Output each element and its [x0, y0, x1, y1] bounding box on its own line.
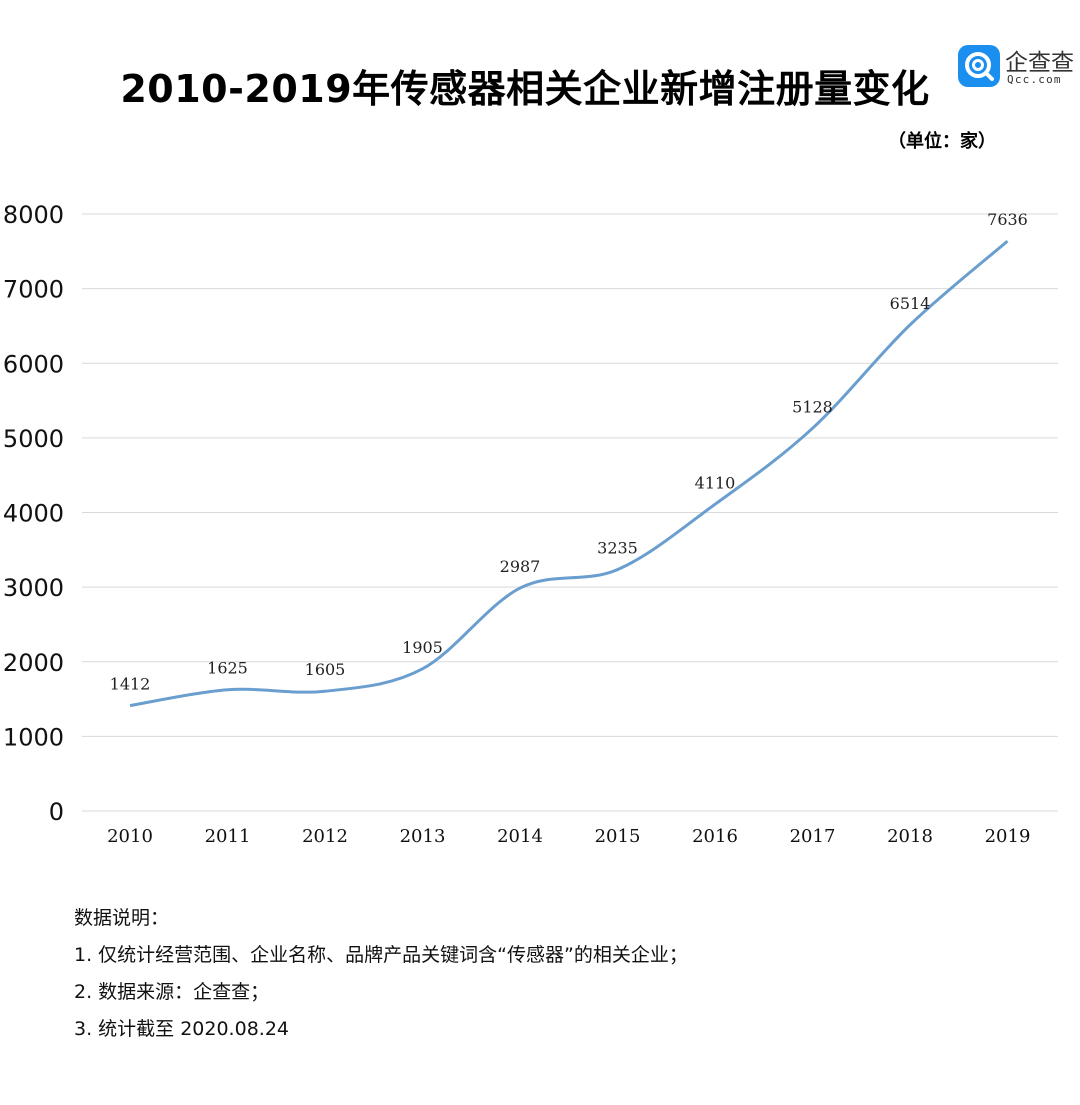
- x-tick-label: 2015: [595, 826, 641, 847]
- data-label: 4110: [695, 473, 736, 492]
- gridlines: [82, 213, 1058, 812]
- unit-label: （单位：家）: [888, 131, 996, 152]
- data-label: 1625: [207, 659, 248, 678]
- chart-title: 2010-2019年传感器相关企业新增注册量变化: [120, 67, 930, 111]
- qcc-logo: 企查查 Qcc.com: [958, 44, 1078, 88]
- y-tick-label: 0: [49, 798, 64, 826]
- data-notes: 数据说明： 1. 仅统计经营范围、企业名称、品牌产品关键词含“传感器”的相关企业…: [74, 900, 688, 1048]
- notes-heading: 数据说明：: [74, 907, 170, 929]
- x-tick-label: 2010: [107, 826, 153, 847]
- data-label: 2987: [500, 557, 541, 576]
- data-labels: 1412 1625 1605 1905 2987 3235 4110 5128 6514 7636: [110, 210, 1028, 693]
- y-tick-label: 3000: [3, 574, 64, 602]
- qcc-logo-icon: [958, 45, 1000, 87]
- notes-item-1: 1. 仅统计经营范围、企业名称、品牌产品关键词含“传感器”的相关企业；: [74, 944, 688, 966]
- y-tick-label: 5000: [3, 425, 64, 453]
- data-label: 1605: [305, 660, 346, 679]
- notes-item-2: 2. 数据来源：企查查；: [74, 981, 270, 1003]
- y-tick-label: 6000: [3, 350, 64, 378]
- logo-domain: Qcc.com: [1007, 73, 1062, 86]
- x-tick-label: 2013: [400, 826, 446, 847]
- data-label: 5128: [792, 397, 833, 416]
- data-label: 1412: [110, 675, 151, 694]
- data-label: 6514: [890, 294, 931, 313]
- x-tick-label: 2014: [497, 826, 543, 847]
- data-label: 3235: [597, 539, 638, 558]
- data-label: 7636: [987, 210, 1028, 229]
- x-tick-label: 2018: [887, 826, 933, 847]
- notes-item-3: 3. 统计截至 2020.08.24: [74, 1018, 289, 1040]
- series-line: [129, 240, 1009, 708]
- y-tick-label: 8000: [3, 201, 64, 229]
- y-tick-label: 1000: [3, 723, 64, 751]
- x-tick-label: 2016: [692, 826, 738, 847]
- x-tick-label: 2019: [985, 826, 1031, 847]
- x-tick-label: 2012: [302, 826, 348, 847]
- y-axis-ticks: 0 1000 2000 3000 4000 5000 6000 7000 8000: [3, 201, 64, 826]
- data-label: 1905: [402, 638, 443, 657]
- x-axis-ticks: 2010 2011 2012 2013 2014 2015 2016 2017 2018 2019: [107, 826, 1030, 847]
- y-tick-label: 2000: [3, 649, 64, 677]
- x-tick-label: 2017: [790, 826, 836, 847]
- x-tick-label: 2011: [205, 826, 251, 847]
- y-tick-label: 7000: [3, 276, 64, 304]
- y-tick-label: 4000: [3, 500, 64, 528]
- logo-name: 企查查: [1005, 50, 1074, 76]
